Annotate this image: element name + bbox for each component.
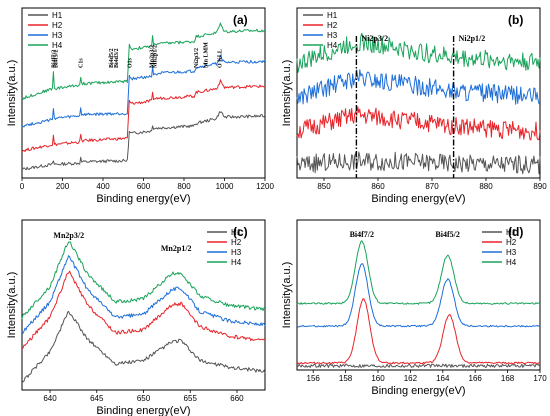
peak-annotation: Mn2p1/2: [161, 244, 192, 253]
x-tick-label: 655: [184, 394, 198, 403]
series-line-H4: [296, 32, 541, 73]
x-tick-label: 156: [307, 374, 321, 383]
panel-label: (c): [233, 225, 248, 239]
legend-label-H1: H1: [231, 228, 242, 237]
x-tick-label: 400: [96, 182, 110, 191]
x-tick-label: 880: [479, 182, 493, 191]
x-tick-label: 166: [469, 374, 483, 383]
x-tick-label: 168: [501, 374, 515, 383]
series-line-H2: [21, 79, 266, 153]
legend-label-H4: H4: [52, 41, 63, 50]
x-tick-label: 162: [404, 374, 418, 383]
plot-frame: [296, 219, 541, 371]
peak-annotation: Bi4f5/2: [53, 50, 59, 68]
peak-annotation: Bi4f7/2: [350, 230, 374, 239]
series-line-H4: [21, 22, 266, 100]
series-line-H2: [21, 270, 266, 349]
x-axis-label: Binding energy(eV): [96, 193, 190, 205]
peak-annotation: Ni2p1/2: [459, 34, 486, 43]
x-axis-label: Binding energy(eV): [371, 385, 465, 397]
panel-label: (b): [508, 13, 523, 27]
x-tick-label: 164: [436, 374, 450, 383]
x-tick-label: 170: [533, 374, 547, 383]
legend-label-H2: H2: [327, 21, 338, 30]
x-tick-label: 1000: [216, 182, 234, 191]
x-tick-label: 860: [371, 182, 385, 191]
peak-annotation: Ni2p3/2: [194, 48, 200, 68]
x-tick-label: 0: [20, 182, 25, 191]
panel-a: 0 200 400 600 800 1000 1200 Binding energy(eV) I…: [6, 7, 274, 205]
x-tick-label: 600: [137, 182, 151, 191]
peak-annotation: O KLL: [217, 49, 223, 68]
legend-label-H3: H3: [52, 31, 63, 40]
panel-c: 640 645 650 655 660 Binding energy(eV) Intensi…: [6, 219, 266, 416]
y-axis-label: Intensity(a.u.): [6, 272, 18, 339]
series-line-H1: [21, 310, 266, 384]
y-axis-label: Intensity(a.u.): [281, 262, 293, 329]
series-line-H3: [296, 69, 541, 105]
panel-b: 850 860 870 880 890 Binding energy(eV) Intensi…: [281, 7, 547, 205]
peak-annotation: Mn2p1/2: [153, 45, 159, 68]
legend-label-H1: H1: [52, 11, 63, 20]
peak-annotation: Bi4f5/2: [435, 230, 459, 239]
x-tick-label: 800: [177, 182, 191, 191]
x-tick-label: 645: [90, 394, 104, 403]
x-tick-label: 160: [371, 374, 385, 383]
series-line-H2: [296, 106, 541, 141]
series-line-H1: [21, 111, 266, 171]
series-line-H3: [21, 54, 266, 128]
y-axis-label: Intensity(a.u.): [281, 60, 293, 127]
x-axis-label: Binding energy(eV): [371, 193, 465, 205]
y-axis-label: Intensity(a.u.): [6, 60, 18, 127]
peak-annotation: Mn2p3/2: [53, 231, 84, 240]
legend-label-H4: H4: [231, 258, 242, 267]
series-line-H4: [296, 240, 541, 305]
peak-annotation: Bi4f7/2: [51, 50, 57, 68]
x-tick-label: 890: [533, 182, 547, 191]
peak-annotation: Mn LMM: [203, 42, 209, 68]
panel-label: (a): [233, 13, 248, 27]
x-axis-label: Binding energy(eV): [96, 405, 190, 416]
peak-annotation: C1s: [79, 58, 85, 68]
series-line-H4: [21, 241, 266, 320]
x-tick-label: 850: [317, 182, 331, 191]
legend-label-H4: H4: [327, 41, 338, 50]
x-tick-label: 870: [425, 182, 439, 191]
x-tick-label: 158: [339, 374, 353, 383]
x-tick-label: 660: [230, 394, 244, 403]
series-line-H2: [296, 298, 541, 365]
peak-annotation: Mn2p3/2: [150, 45, 156, 68]
series-line-H1: [296, 151, 541, 175]
peak-annotation: O1s: [127, 57, 133, 68]
legend-label-H2: H2: [231, 238, 242, 247]
legend-label-H1: H1: [327, 11, 338, 20]
series-line-H1: [296, 363, 541, 368]
x-tick-label: 1200: [256, 182, 274, 191]
legend-label-H3: H3: [506, 248, 517, 257]
legend-label-H3: H3: [231, 248, 242, 257]
panel-label: (d): [508, 225, 523, 239]
peak-annotation: Bi4d5/2: [109, 48, 115, 68]
panel-d: 156 158 160 162 164 166 168 170 Binding energy(e…: [281, 219, 547, 397]
plot-frame: [296, 7, 541, 179]
x-tick-label: 640: [43, 394, 57, 403]
legend-label-H2: H2: [52, 21, 63, 30]
legend-label-H4: H4: [506, 258, 517, 267]
series-line-H3: [21, 255, 266, 334]
x-tick-label: 200: [56, 182, 70, 191]
legend-label-H3: H3: [327, 31, 338, 40]
legend-label-H2: H2: [506, 238, 517, 247]
series-line-H3: [296, 263, 541, 328]
x-tick-label: 650: [137, 394, 151, 403]
legend-label-H1: H1: [506, 228, 517, 237]
peak-annotation: Bi4d3/2: [114, 48, 120, 68]
peak-annotation: Ni2p3/2: [361, 34, 388, 43]
